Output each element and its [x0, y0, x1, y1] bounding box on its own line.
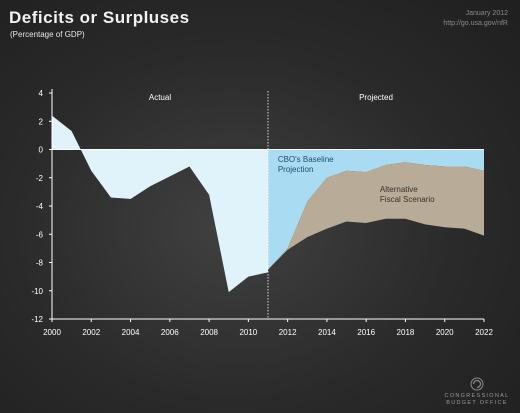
chart-lines: [52, 91, 484, 319]
cbo-logo: CONGRESSIONAL BUDGET OFFICE: [442, 377, 512, 407]
area-baseline-projection: [268, 149, 484, 270]
x-tick-label: 2004: [122, 328, 140, 337]
x-tick-label: 2008: [200, 328, 218, 337]
page-title: Deficits or Surpluses: [9, 8, 190, 27]
x-tick-label: 2022: [475, 328, 493, 337]
publication-date: January 2012: [465, 10, 508, 17]
y-tick-label: -8: [36, 259, 44, 268]
area-alternative-scenario: [268, 162, 484, 270]
y-tick-label: 2: [39, 117, 44, 126]
label-alternative-scenario: Alternative Fiscal Scenario: [380, 185, 435, 204]
cbo-seal-icon: [470, 377, 484, 391]
source-link[interactable]: http://go.usa.gov/nfR: [443, 20, 508, 27]
page-subtitle: (Percentage of GDP): [10, 30, 85, 39]
x-tick-label: 2002: [82, 328, 100, 337]
logo-line-2: BUDGET OFFICE: [446, 400, 508, 406]
y-tick-label: -6: [36, 230, 44, 239]
x-tick-label: 2006: [161, 328, 179, 337]
x-tick-label: 2012: [279, 328, 297, 337]
region-label-projected: Projected: [359, 93, 393, 102]
y-tick-label: 4: [39, 89, 44, 98]
area-actual: [52, 115, 268, 293]
logo-line-1: CONGRESSIONAL: [444, 393, 510, 399]
x-tick-label: 2010: [239, 328, 257, 337]
chart-labels: Actual Projected CBO's Baseline Projection A…: [149, 93, 435, 204]
x-tick-label: 2020: [436, 328, 454, 337]
x-tick-label: 2016: [357, 328, 375, 337]
x-tick-label: 2014: [318, 328, 336, 337]
y-tick-label: 0: [39, 146, 44, 155]
chart-areas: [52, 115, 484, 293]
x-tick-label: 2018: [397, 328, 415, 337]
y-tick-label: -10: [31, 287, 43, 296]
y-tick-label: -2: [36, 174, 44, 183]
y-tick-label: -12: [31, 315, 43, 324]
region-label-actual: Actual: [149, 93, 171, 102]
y-tick-label: -4: [36, 202, 44, 211]
x-tick-label: 2000: [43, 328, 61, 337]
label-baseline-projection: CBO's Baseline Projection: [278, 155, 334, 174]
